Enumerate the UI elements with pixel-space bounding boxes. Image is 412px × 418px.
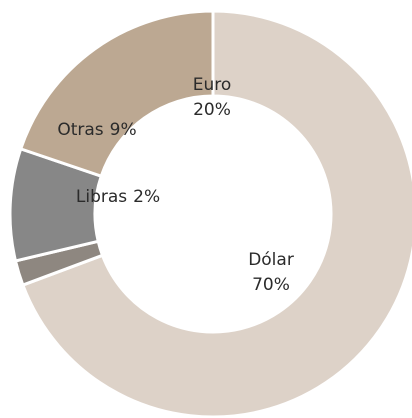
value-label: 9% bbox=[110, 120, 137, 140]
data-label: Dólar 70% bbox=[248, 250, 294, 295]
category-label: Otras bbox=[57, 120, 103, 140]
value-label: 2% bbox=[133, 187, 160, 207]
data-label: Euro 20% bbox=[193, 75, 232, 120]
category-label: Dólar bbox=[248, 250, 294, 270]
slice bbox=[20, 9, 412, 418]
value-label: 70% bbox=[252, 275, 290, 295]
slices bbox=[8, 9, 412, 418]
slice bbox=[18, 9, 215, 179]
value-label: 20% bbox=[193, 100, 231, 120]
data-label: Libras 2% bbox=[76, 187, 160, 207]
category-label: Libras bbox=[76, 187, 127, 207]
data-label: Otras 9% bbox=[57, 120, 136, 140]
category-label: Euro bbox=[193, 75, 232, 95]
labels: Dólar 70% Libras 2% Otras 9% Euro 20% bbox=[57, 75, 293, 295]
